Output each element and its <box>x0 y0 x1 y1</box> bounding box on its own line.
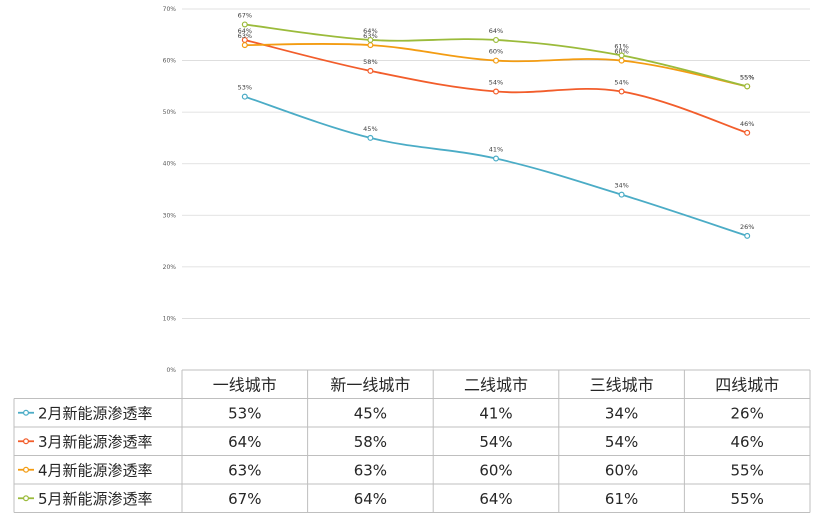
series-name: 2月新能源渗透率 <box>38 404 153 422</box>
data-label: 55% <box>740 73 754 81</box>
data-label: 54% <box>614 79 628 87</box>
table-cell: 63% <box>228 461 261 479</box>
category-label: 一线城市 <box>213 375 277 394</box>
table-cell: 63% <box>354 461 387 479</box>
legend-marker-key <box>23 438 30 445</box>
data-label: 60% <box>489 48 503 56</box>
data-label: 64% <box>489 27 503 35</box>
table-cell: 55% <box>731 490 764 508</box>
data-label: 53% <box>238 84 252 92</box>
category-label: 新一线城市 <box>330 375 410 394</box>
data-label: 58% <box>363 58 377 66</box>
legend-marker-key <box>23 495 30 502</box>
data-point <box>367 42 374 49</box>
data-point <box>493 88 500 95</box>
data-label: 54% <box>489 79 503 87</box>
data-label: 41% <box>489 146 503 154</box>
table-cell: 64% <box>228 433 261 451</box>
table-cell: 45% <box>354 404 387 422</box>
data-point <box>367 67 374 74</box>
data-point <box>493 36 500 43</box>
data-point <box>493 57 500 64</box>
data-point <box>618 191 625 198</box>
y-tick-label: 40% <box>163 161 177 168</box>
series-name: 5月新能源渗透率 <box>38 490 153 508</box>
table-cell: 26% <box>731 404 764 422</box>
y-tick-label: 10% <box>163 315 177 322</box>
data-point <box>367 134 374 141</box>
table-cell: 60% <box>479 461 512 479</box>
data-point <box>241 93 248 100</box>
data-label: 45% <box>363 125 377 133</box>
table-cell: 64% <box>479 490 512 508</box>
data-point <box>618 52 625 59</box>
data-point <box>241 42 248 49</box>
table-cell: 61% <box>605 490 638 508</box>
table-cell: 58% <box>354 433 387 451</box>
category-label: 三线城市 <box>590 375 654 394</box>
data-point <box>367 36 374 43</box>
data-label: 55% <box>740 73 754 81</box>
table-cell: 34% <box>605 404 638 422</box>
table-cell: 53% <box>228 404 261 422</box>
table-cell: 64% <box>354 490 387 508</box>
data-label: 67% <box>238 11 252 19</box>
data-label: 61% <box>614 42 628 50</box>
y-tick-label: 50% <box>163 109 177 116</box>
data-label: 63% <box>238 32 252 40</box>
data-label: 60% <box>614 48 628 56</box>
series-name: 3月新能源渗透率 <box>38 433 153 451</box>
y-tick-label: 20% <box>163 264 177 271</box>
table-cell: 54% <box>479 433 512 451</box>
data-point <box>744 129 751 136</box>
data-point <box>744 83 751 90</box>
legend-marker-key <box>23 409 30 416</box>
data-label: 63% <box>363 32 377 40</box>
data-label: 46% <box>740 120 754 128</box>
y-tick-label: 70% <box>163 6 177 13</box>
y-tick-label: 0% <box>166 367 176 374</box>
data-point <box>241 21 248 28</box>
category-label: 二线城市 <box>464 375 528 394</box>
table-cell: 55% <box>731 461 764 479</box>
y-tick-label: 60% <box>163 58 177 65</box>
table-cell: 41% <box>479 404 512 422</box>
data-label: 26% <box>740 223 754 231</box>
data-label: 34% <box>614 182 628 190</box>
data-label: 64% <box>238 27 252 35</box>
data-point <box>744 232 751 239</box>
data-label: 64% <box>363 27 377 35</box>
table-cell: 60% <box>605 461 638 479</box>
data-point <box>493 155 500 162</box>
category-label: 四线城市 <box>715 375 779 394</box>
series-name: 4月新能源渗透率 <box>38 461 153 479</box>
table-cell: 67% <box>228 490 261 508</box>
legend-marker-key <box>23 466 30 473</box>
table-cell: 54% <box>605 433 638 451</box>
y-tick-label: 30% <box>163 212 177 219</box>
table-cell: 46% <box>731 433 764 451</box>
data-point <box>618 88 625 95</box>
data-point <box>618 57 625 64</box>
